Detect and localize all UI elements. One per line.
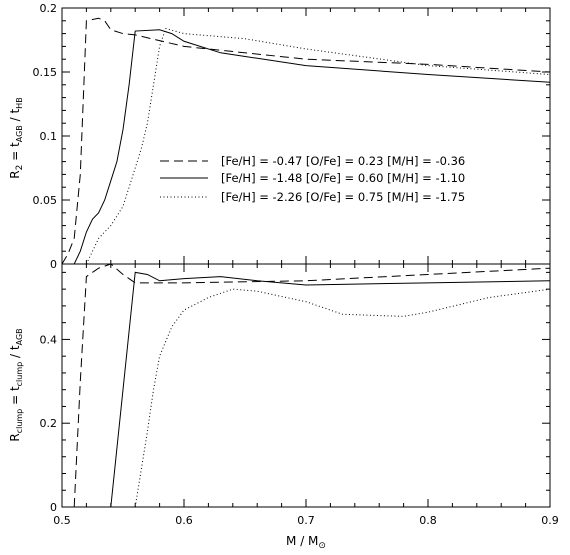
legend-item-2: [Fe/H] = -1.48 [O/Fe] = 0.60 [M/H] = -1.… — [160, 171, 465, 185]
series-line-dotted — [134, 288, 551, 508]
x-tick-label: 0.7 — [297, 514, 315, 527]
y-tick-label: 0.4 — [40, 333, 58, 346]
y-tick-label: 0.2 — [40, 417, 58, 430]
top-panel-frame — [61, 7, 551, 265]
bottom-panel-series — [73, 263, 551, 508]
series-line-solid — [62, 29, 551, 265]
x-tick-label: 0.6 — [175, 514, 193, 527]
series-line-dashed — [73, 263, 551, 508]
series-line-solid — [110, 271, 551, 508]
top-y-axis-label: R2 = tAGB / tHB — [8, 97, 25, 178]
y-tick-label: 0 — [50, 501, 57, 514]
top-panel-series — [61, 17, 551, 265]
legend-item-3: [Fe/H] = -2.26 [O/Fe] = 0.75 [M/H] = -1.… — [160, 190, 465, 204]
top-panel-tick-labels: 0 0.05 0.1 0.15 0.2 — [33, 2, 58, 271]
y-tick-label: 0.05 — [33, 194, 58, 207]
y-tick-label: 0.15 — [33, 66, 58, 79]
top-panel-ticks — [61, 7, 551, 265]
bottom-panel-tick-labels: 0 0.2 0.4 0.5 0.6 0.7 0.8 0.9 — [40, 333, 559, 527]
y-tick-label: 0.2 — [40, 2, 58, 15]
series-line-dotted — [85, 27, 551, 265]
y-tick-label: 0 — [50, 258, 57, 271]
legend-label-3: [Fe/H] = -2.26 [O/Fe] = 0.75 [M/H] = -1.… — [221, 190, 465, 204]
top-panel: 0 0.05 0.1 0.15 0.2 R2 = tAGB / tHB [Fe/H] =… — [8, 2, 551, 271]
x-tick-label: 0.9 — [541, 514, 559, 527]
legend: [Fe/H] = -0.47 [O/Fe] = 0.23 [M/H] = -0.… — [160, 154, 465, 204]
bottom-y-axis-label: Rclump = tclump / tAGB — [8, 328, 24, 441]
y-tick-label: 0.1 — [40, 130, 58, 143]
x-tick-label: 0.5 — [53, 514, 71, 527]
x-tick-label: 0.8 — [419, 514, 437, 527]
series-line-dashed — [61, 17, 551, 265]
bottom-panel: 0 0.2 0.4 0.5 0.6 0.7 0.8 0.9 Rclump = tclump /… — [8, 263, 559, 551]
legend-label-2: [Fe/H] = -1.48 [O/Fe] = 0.60 [M/H] = -1.… — [221, 171, 465, 185]
legend-label-1: [Fe/H] = -0.47 [O/Fe] = 0.23 [M/H] = -0.… — [221, 154, 465, 168]
x-axis-label: M / M⊙ — [286, 534, 326, 551]
legend-item-1: [Fe/H] = -0.47 [O/Fe] = 0.23 [M/H] = -0.… — [160, 154, 465, 168]
